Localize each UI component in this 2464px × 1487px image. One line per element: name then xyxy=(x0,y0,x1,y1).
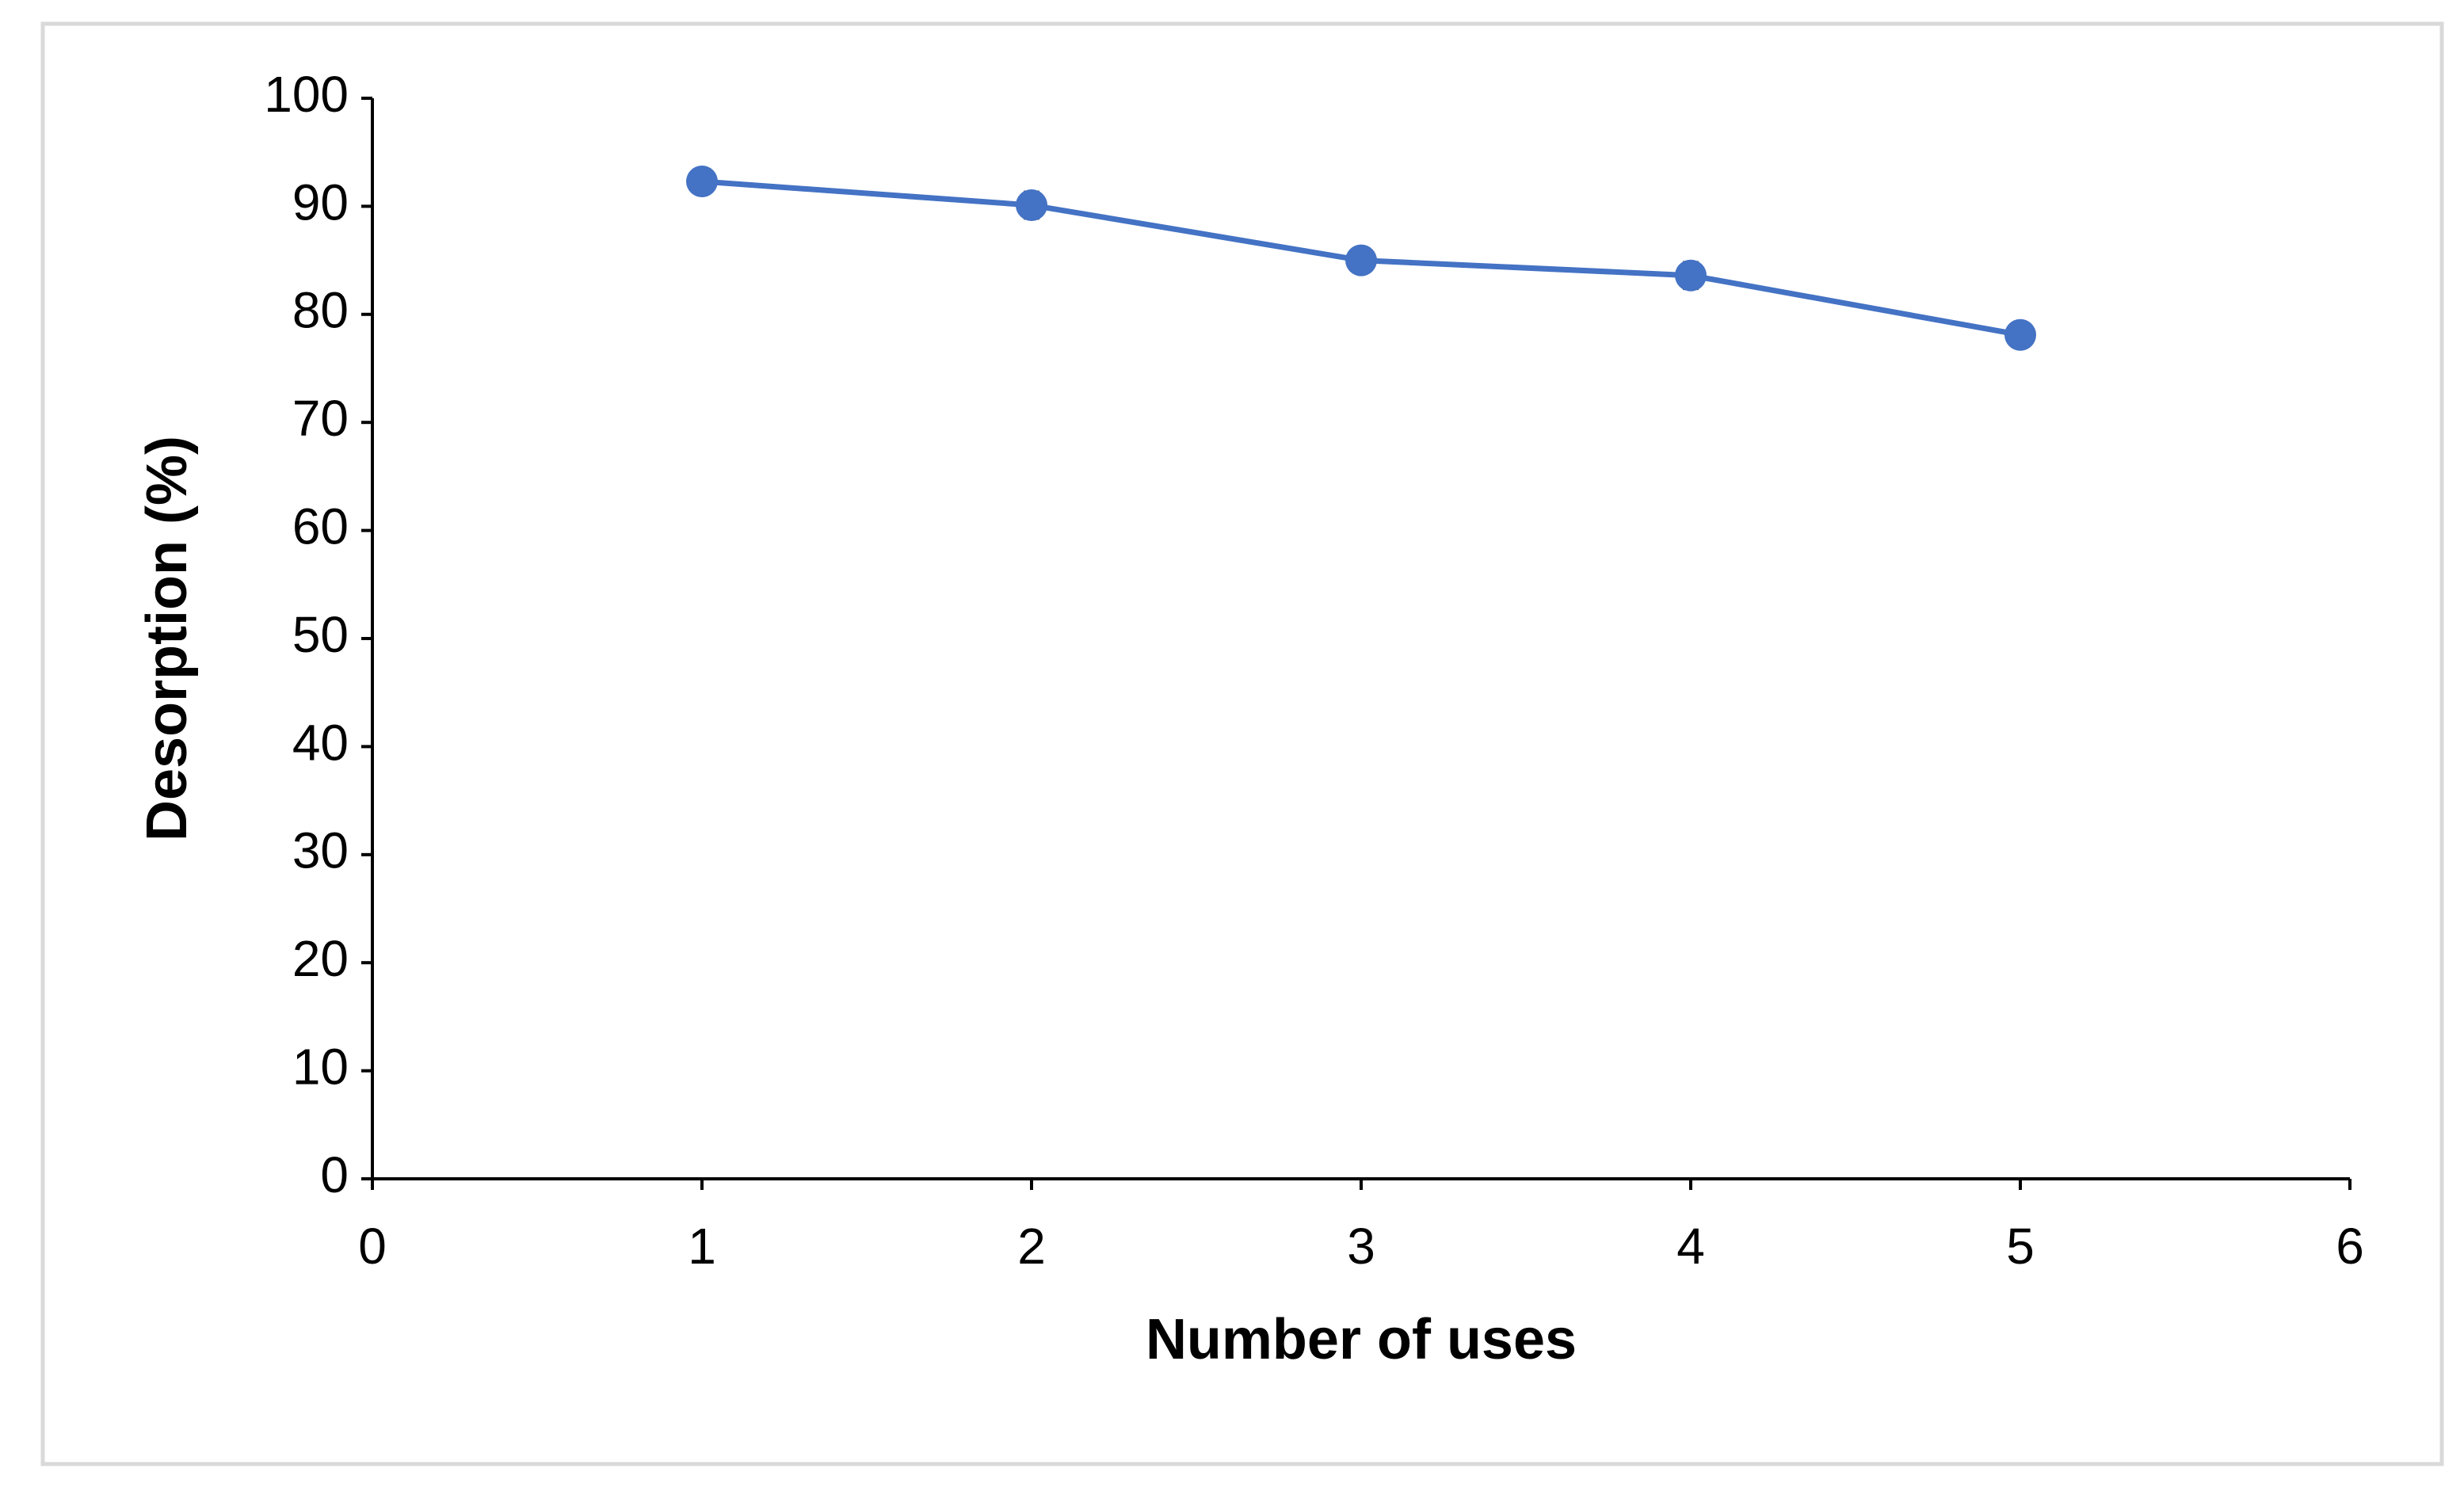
data-point xyxy=(2004,318,2036,351)
y-tick-label: 80 xyxy=(292,282,349,339)
y-tick-label: 0 xyxy=(320,1146,349,1203)
y-tick-label: 30 xyxy=(292,822,349,879)
y-tick-label: 90 xyxy=(292,173,349,231)
x-tick-label: 3 xyxy=(1347,1218,1375,1275)
x-tick-label: 6 xyxy=(2336,1218,2364,1275)
y-tick-label: 10 xyxy=(292,1039,349,1096)
y-axis-title: Desorption (%) xyxy=(135,436,199,841)
x-tick-label: 2 xyxy=(1017,1218,1046,1275)
data-point xyxy=(1345,244,1377,276)
data-point xyxy=(1675,259,1707,292)
data-point xyxy=(1016,189,1047,222)
y-tick-label: 20 xyxy=(292,930,349,987)
x-axis-title: Number of uses xyxy=(1146,1308,1577,1371)
x-tick-label: 1 xyxy=(688,1218,716,1275)
chart-frame xyxy=(40,21,2444,1466)
x-tick-label: 0 xyxy=(358,1218,387,1275)
data-point xyxy=(686,166,718,198)
y-tick-label: 70 xyxy=(292,390,349,447)
y-tick-label: 40 xyxy=(292,714,349,771)
y-tick-label: 50 xyxy=(292,606,349,663)
y-tick-label: 60 xyxy=(292,498,349,555)
x-tick-label: 4 xyxy=(1676,1218,1705,1275)
y-tick-label: 100 xyxy=(264,66,349,123)
x-tick-label: 5 xyxy=(2006,1218,2035,1275)
